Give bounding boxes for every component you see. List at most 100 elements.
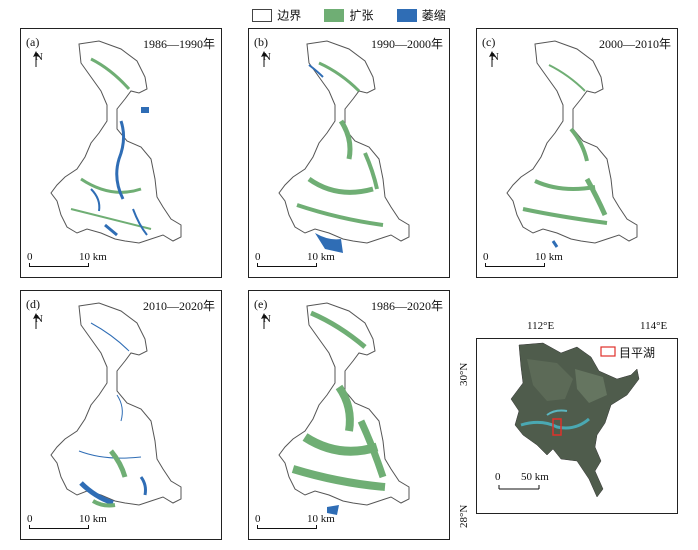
legend-label-boundary: 边界 [277, 8, 302, 23]
locator-satellite-image [498, 342, 640, 498]
shrink-area [308, 64, 324, 78]
legend-swatch-boundary [252, 8, 273, 22]
panel-label: (e) [254, 297, 268, 311]
legend-study-area-swatch [600, 346, 616, 357]
lake-boundary [506, 40, 638, 244]
scale-bar: 0 10 km [255, 513, 335, 529]
scale-bar: 0 10 km [255, 251, 335, 267]
scale-line [485, 263, 545, 267]
expand-area [548, 64, 586, 92]
expand-area [90, 57, 131, 91]
expand-area [70, 208, 152, 230]
expand-area [307, 176, 374, 195]
legend-label-shrink: 萎缩 [421, 8, 446, 23]
lake-boundary [50, 302, 182, 506]
lake-water [520, 417, 590, 430]
north-label: N [35, 313, 43, 325]
panel-label: (c) [482, 35, 496, 49]
shrink-area [315, 233, 343, 253]
lake-boundary [278, 40, 410, 244]
shrink-area [141, 107, 149, 113]
shrink-area [116, 394, 123, 422]
expand-area [338, 119, 353, 160]
north-label: N [35, 51, 43, 63]
lake-map-a [50, 40, 182, 244]
expand-area [80, 177, 142, 194]
locator-lat-bottom: 28°N [458, 504, 470, 528]
map-panel-c: (c) 2000—2010年 N 0 10 km [476, 28, 678, 278]
scale-start: 0 [255, 251, 261, 263]
expand-area [310, 310, 367, 349]
scale-line [257, 525, 317, 529]
panel-period: 1986—1990年 [142, 37, 215, 51]
legend-label-expand: 扩张 [349, 8, 374, 23]
panel-period: 1990—2000年 [370, 37, 443, 51]
scale-end: 10 km [79, 251, 107, 263]
scale-bar: 0 10 km [27, 513, 107, 529]
legend-item-boundary: 边界 [252, 6, 301, 24]
expand-area [522, 207, 608, 225]
locator-lat-top: 30°N [458, 362, 470, 386]
expand-area [584, 177, 608, 217]
terrain-patch [575, 369, 607, 403]
legend-item-expand: 扩张 [324, 6, 374, 24]
lake-map-e [278, 302, 410, 515]
study-area-box [552, 418, 562, 436]
scale-line [257, 263, 317, 267]
expand-area [357, 419, 387, 479]
locator-lon-left: 112°E [527, 320, 555, 332]
map-legend: 边界 扩张 萎缩 [0, 6, 698, 24]
locator-legend-label: 目平湖 [619, 346, 656, 360]
expand-area [569, 127, 589, 162]
north-label: N [263, 51, 271, 63]
lake-water [546, 409, 568, 416]
terrain-patch [527, 359, 573, 401]
north-arrow: N [259, 51, 275, 67]
scale-start: 0 [27, 513, 33, 525]
map-panel-d: (d) 2010—2020年 N 0 10 km [20, 290, 222, 540]
north-arrow: N [259, 313, 275, 329]
north-label: N [263, 313, 271, 325]
north-arrow-icon [33, 313, 39, 329]
lake-map-d [50, 302, 182, 508]
scale-end: 10 km [307, 513, 335, 525]
map-panel-a: (a) 1986—1990年 N 0 10 km [20, 28, 222, 278]
legend-swatch-shrink [396, 8, 417, 22]
shrink-area [551, 240, 559, 248]
map-panel-b: (b) 1990—2000年 N 0 10 km [248, 28, 450, 278]
locator-map: 目平湖 0 50 km [476, 338, 678, 514]
lake-boundary [50, 40, 182, 244]
scale-bar: 0 10 km [27, 251, 107, 267]
shrink-area [90, 322, 130, 352]
north-arrow-icon [489, 51, 495, 67]
scale-bar: 0 10 km [483, 251, 563, 267]
north-arrow: N [487, 51, 503, 67]
expand-area [291, 465, 386, 491]
north-arrow-icon [261, 51, 267, 67]
expand-area [363, 152, 379, 190]
shrink-area [79, 481, 114, 506]
shrink-area [327, 505, 339, 515]
panel-label: (b) [254, 35, 268, 49]
scale-start: 0 [483, 251, 489, 263]
legend-item-shrink: 萎缩 [396, 6, 446, 24]
scale-start: 0 [255, 513, 261, 525]
shrink-area [90, 188, 101, 212]
shrink-area [104, 223, 118, 237]
panel-period: 2010—2020年 [142, 299, 215, 313]
legend-swatch-expand [324, 8, 345, 22]
expand-area [109, 449, 128, 478]
expand-area [296, 203, 384, 227]
locator-scale-end: 50 km [521, 471, 549, 483]
expand-area [318, 61, 361, 93]
north-arrow: N [31, 313, 47, 329]
north-label: N [491, 51, 499, 63]
shrink-area [115, 120, 126, 200]
scale-end: 10 km [79, 513, 107, 525]
panel-period: 2000—2010年 [598, 37, 671, 51]
panel-period: 1986—2020年 [370, 299, 443, 313]
lake-map-b [278, 40, 410, 253]
expand-area [91, 499, 116, 508]
map-panel-e: (e) 1986—2020年 N 0 10 km [248, 290, 450, 540]
shrink-area [78, 450, 142, 459]
